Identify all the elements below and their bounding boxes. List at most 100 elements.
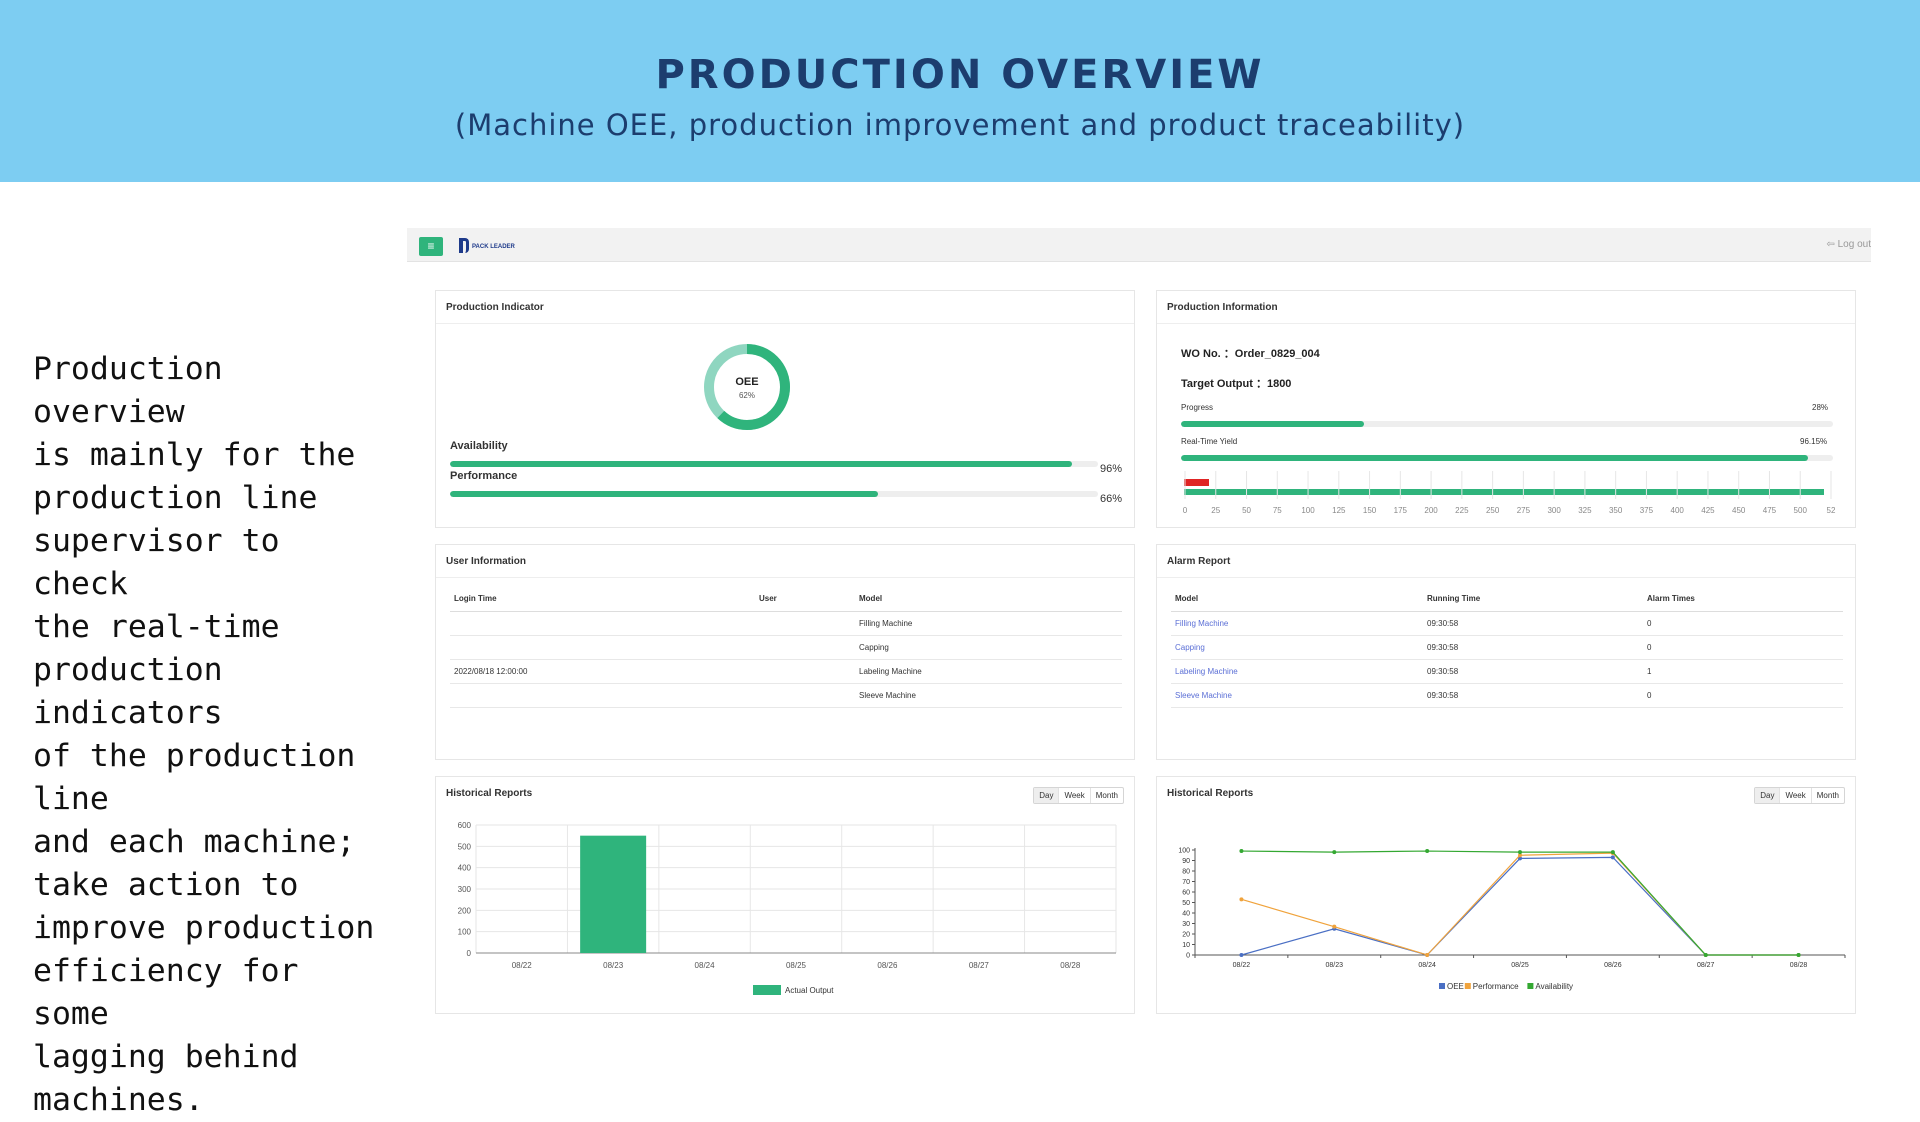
yield-label: Real-Time Yield (1181, 437, 1238, 446)
series-point (1425, 953, 1430, 957)
panel-title: Alarm Report (1167, 556, 1231, 567)
availability-bar (450, 461, 1098, 467)
ruler-tick-label: 500 (1794, 506, 1808, 515)
ruler-tick-label: 52 (1827, 506, 1836, 515)
y-tick-label: 0 (467, 949, 472, 958)
week-button[interactable]: Week (1059, 788, 1091, 803)
y-tick-label: 500 (458, 842, 472, 851)
progress-pct: 28% (1812, 403, 1829, 412)
y-tick-label: 200 (458, 906, 472, 915)
table-cell (755, 659, 855, 684)
alarm-table: Model Running Time Alarm Times Filling M… (1171, 587, 1843, 708)
oee-line-chart: 0 10 20 30 40 50 60 70 80 90 100 08/22 08/23 08/24 08/… (1178, 848, 1846, 991)
table-cell: Filling Machine (855, 611, 1122, 636)
panel-title: User Information (446, 556, 527, 567)
historical-reports-oee-panel: Historical Reports Day Week Month 0 10 20 3… (1156, 776, 1856, 1014)
yield-bar-fill (1181, 455, 1808, 461)
ruler-tick-label: 250 (1486, 506, 1500, 515)
logo-text: PACK LEADER (472, 244, 515, 250)
historical-reports-output-panel: Historical Reports Day Week Month 0 100 20… (435, 776, 1135, 1014)
logout-button[interactable]: ⇦ Log out (1826, 239, 1871, 250)
table-cell: 0 (1643, 635, 1843, 660)
panel-title: Historical Reports (1167, 788, 1254, 799)
ruler-tick-label: 0 (1183, 506, 1188, 515)
day-button[interactable]: Day (1755, 788, 1781, 803)
x-tick-label: 08/27 (1697, 962, 1715, 969)
table-cell: Sleeve Machine (855, 683, 1122, 708)
logo-mark (459, 238, 469, 253)
oee-value: 62% (738, 391, 755, 400)
ruler-tick-label: 125 (1332, 506, 1346, 515)
machine-link[interactable]: Filling Machine (1171, 611, 1423, 636)
x-tick-label: 08/24 (695, 961, 716, 970)
performance-bar (450, 491, 1098, 497)
divider (436, 577, 1134, 578)
legend-swatch (1439, 983, 1445, 989)
yield-pct: 96.15% (1800, 437, 1828, 446)
ruler-tick-label: 300 (1547, 506, 1561, 515)
series-line (1241, 852, 1799, 956)
period-selector: Day Week Month (1033, 787, 1124, 804)
ruler-tick-label: 75 (1273, 506, 1282, 515)
machine-link[interactable]: Capping (1171, 635, 1423, 660)
series-line (1241, 856, 1799, 956)
table-cell (450, 683, 755, 708)
production-indicator-panel: Production Indicator OEE 62% Availabilit… (435, 290, 1135, 528)
header-banner: PRODUCTION OVERVIEW (Machine OEE, produc… (0, 0, 1920, 182)
availability-label: Availability (450, 440, 508, 452)
table-cell: 0 (1643, 683, 1843, 708)
x-tick-label: 08/26 (1604, 962, 1622, 969)
oee-donut-chart (704, 344, 790, 430)
series-point (1518, 856, 1522, 861)
x-tick-label: 08/23 (603, 961, 624, 970)
divider (1157, 577, 1855, 578)
x-tick-label: 08/28 (1790, 962, 1808, 969)
divider (436, 323, 1134, 324)
machine-link[interactable]: Labeling Machine (1171, 659, 1423, 684)
series-point (1518, 853, 1522, 858)
x-tick-label: 08/24 (1418, 962, 1436, 969)
table-row: Filling Machine (450, 611, 1122, 636)
ruler-tick-label: 25 (1211, 506, 1220, 515)
legend-label: OEE (1447, 982, 1464, 991)
table-cell (755, 683, 855, 708)
x-tick-label: 08/22 (512, 961, 533, 970)
user-information-panel: User Information Login Time User Model F… (435, 544, 1135, 760)
month-button[interactable]: Month (1816, 791, 1839, 800)
series-point (1239, 849, 1244, 854)
oee-donut-arc (704, 344, 790, 430)
table-cell (450, 635, 755, 660)
ruler-tick-label: 475 (1763, 506, 1777, 515)
availability-bar-fill (450, 461, 1073, 467)
table-cell: Labeling Machine (855, 659, 1122, 684)
legend-label: Availability (1535, 982, 1573, 991)
oee-label: OEE (735, 376, 759, 388)
hamburger-icon[interactable]: ≡ (419, 237, 443, 256)
week-button[interactable]: Week (1780, 788, 1812, 803)
ruler-tick-label: 100 (1301, 506, 1315, 515)
page-title: PRODUCTION OVERVIEW (655, 52, 1265, 98)
machine-link[interactable]: Sleeve Machine (1171, 683, 1423, 708)
ruler-tick-label: 375 (1640, 506, 1654, 515)
panel-title: Production Information (1167, 302, 1278, 313)
bar (580, 835, 647, 953)
user-table: Login Time User Model Filling Machine Ca… (450, 587, 1122, 708)
ruler-tick-label: 200 (1424, 506, 1438, 515)
y-tick-label: 400 (458, 864, 472, 873)
y-tick-label: 10 (1182, 942, 1190, 949)
legend-swatch (1464, 983, 1471, 989)
series-point (1332, 850, 1337, 855)
y-tick-label: 100 (458, 928, 472, 937)
divider (1157, 323, 1855, 324)
table-cell: 1 (1643, 659, 1843, 684)
day-button[interactable]: Day (1034, 788, 1060, 803)
table-cell: Capping (855, 635, 1122, 660)
x-tick-label: 08/22 (1233, 962, 1251, 969)
ruler-tick-label: 50 (1242, 506, 1251, 515)
series-point (1332, 924, 1337, 929)
month-button[interactable]: Month (1095, 791, 1118, 800)
actual-output-bar-chart: 0 100 200 300 400 500 600 08/22 08/23 08/24 08/25 0… (458, 821, 1117, 995)
yield-bar (1181, 455, 1833, 461)
legend-swatch (1527, 983, 1534, 989)
ruler-tick-label: 350 (1609, 506, 1623, 515)
